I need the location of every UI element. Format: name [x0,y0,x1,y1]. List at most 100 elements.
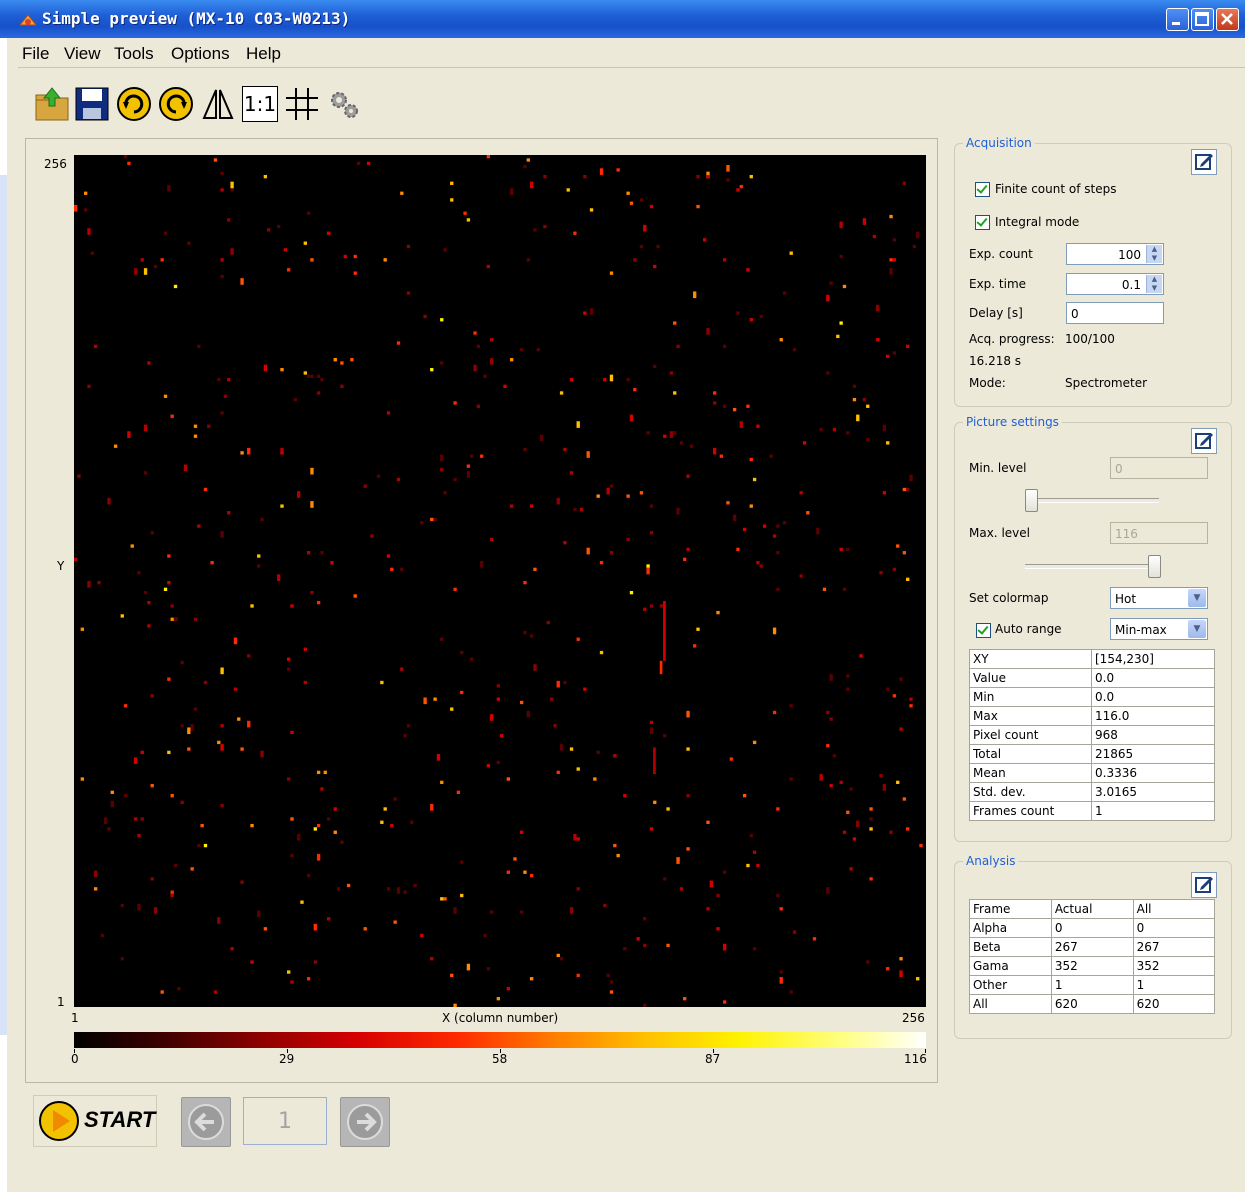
colorbar-label: 58 [492,1052,508,1066]
max-level-slider[interactable] [1025,564,1159,569]
heatmap-pixel [776,551,780,555]
range-mode-value: Min-max [1115,623,1167,637]
heatmap-pixel [523,870,527,874]
heatmap-pixel [649,604,654,608]
min-level-input[interactable]: 0 [1110,457,1208,479]
heatmap-pixel [876,338,880,342]
integral-mode-checkbox[interactable] [975,215,990,230]
heatmap-pixel [383,807,387,811]
heatmap-pixel [306,977,311,981]
save-button[interactable] [74,86,110,122]
exp-count-spinner[interactable]: ▲ ▼ [1146,245,1162,263]
menu-help[interactable]: Help [246,44,281,63]
auto-range-checkbox[interactable] [976,623,991,638]
stats-value: 968 [1091,725,1215,745]
start-button[interactable]: START [33,1095,157,1147]
heatmap-pixel [586,547,590,555]
heatmap-pixel [899,970,903,978]
acquisition-edit-button[interactable] [1191,149,1217,175]
heatmap-pixel [782,291,787,295]
heatmap-pixel [197,843,201,848]
picture-edit-button[interactable] [1191,428,1217,454]
menu-view[interactable]: View [64,44,101,63]
title-bar[interactable]: Simple preview (MX-10 C03-W0213) [0,0,1245,38]
grid-button[interactable] [284,86,320,122]
exp-count-input[interactable]: 100 ▲ ▼ [1066,243,1164,265]
heatmap-pixel [599,650,604,655]
previous-frame-button[interactable] [181,1097,231,1147]
heatmap-pixel [440,780,444,785]
max-level-slider-handle[interactable] [1148,555,1161,578]
chevron-down-icon[interactable]: ▼ [1188,589,1206,607]
heatmap-pixel [742,527,747,532]
heatmap-pixel [536,348,540,352]
heatmap-pixel [423,314,427,319]
finite-steps-checkbox[interactable] [975,182,990,197]
open-button[interactable] [34,86,70,122]
heatmap-pixel [789,704,793,708]
flip-button[interactable] [200,86,236,122]
x-axis-left-label: 1 [71,1011,79,1025]
settings-button[interactable] [326,86,362,122]
heatmap-image[interactable] [74,155,926,1007]
heatmap-pixel [193,617,198,621]
menu-options[interactable]: Options [171,44,230,63]
analysis-edit-button[interactable] [1191,872,1217,898]
next-frame-button[interactable] [340,1097,390,1147]
heatmap-pixel [636,937,640,941]
rotate-clockwise-button[interactable] [116,86,152,122]
heatmap-pixel [686,547,690,552]
max-level-input[interactable]: 116 [1110,522,1208,544]
heatmap-pixel [896,544,900,548]
heatmap-pixel [390,823,394,828]
heatmap-pixel [563,680,567,685]
heatmap-pixel [892,567,897,572]
colormap-select[interactable]: Hot ▼ [1110,587,1208,609]
heatmap-pixel [609,551,614,555]
heatmap-pixel [380,820,384,824]
heatmap-pixel [792,348,797,352]
frame-number-input[interactable]: 1 [243,1097,327,1145]
stats-key: Std. dev. [969,782,1092,802]
heatmap-pixel [433,517,437,522]
heatmap-pixel [163,587,168,591]
exp-time-spinner[interactable]: ▲ ▼ [1146,275,1162,293]
heatmap-pixel [353,271,357,275]
heatmap-pixel [892,351,897,355]
heatmap-pixel [486,967,491,971]
heatmap-pixel [490,358,494,365]
heatmap-pixel [556,953,560,958]
heatmap-track [663,600,666,661]
minimize-button[interactable] [1166,8,1189,31]
heatmap-pixel [230,248,234,255]
maximize-button[interactable] [1191,8,1214,31]
zoom-1-1-icon: 1:1 [243,92,277,116]
heatmap-pixel [173,284,178,289]
colorbar-tick [713,1049,714,1053]
close-button[interactable] [1216,8,1239,31]
heatmap-pixel [629,590,634,595]
heatmap-pixel [413,883,417,888]
heatmap-pixel [846,547,850,552]
range-mode-select[interactable]: Min-max ▼ [1110,618,1208,640]
heatmap-pixel [706,907,710,911]
min-level-slider[interactable] [1025,498,1159,503]
heatmap-pixel [679,887,684,891]
heatmap-pixel [87,228,91,235]
delay-input[interactable]: 0 [1066,302,1164,324]
heatmap-pixel [366,161,371,165]
heatmap-pixel [440,637,444,641]
exp-time-input[interactable]: 0.1 ▲ ▼ [1066,273,1164,295]
chevron-down-icon[interactable]: ▼ [1188,620,1206,638]
menu-file[interactable]: File [22,44,50,63]
heatmap-pixel [440,467,444,472]
heatmap-pixel [83,191,88,195]
heatmap-pixel [759,314,763,319]
heatmap-pixel [486,264,491,269]
heatmap-pixel [722,1000,727,1004]
heatmap-pixel [460,893,464,898]
menu-tools[interactable]: Tools [114,44,154,63]
zoom-1-1-button[interactable]: 1:1 [242,86,278,122]
min-level-slider-handle[interactable] [1025,489,1038,512]
rotate-counterclockwise-button[interactable] [158,86,194,122]
